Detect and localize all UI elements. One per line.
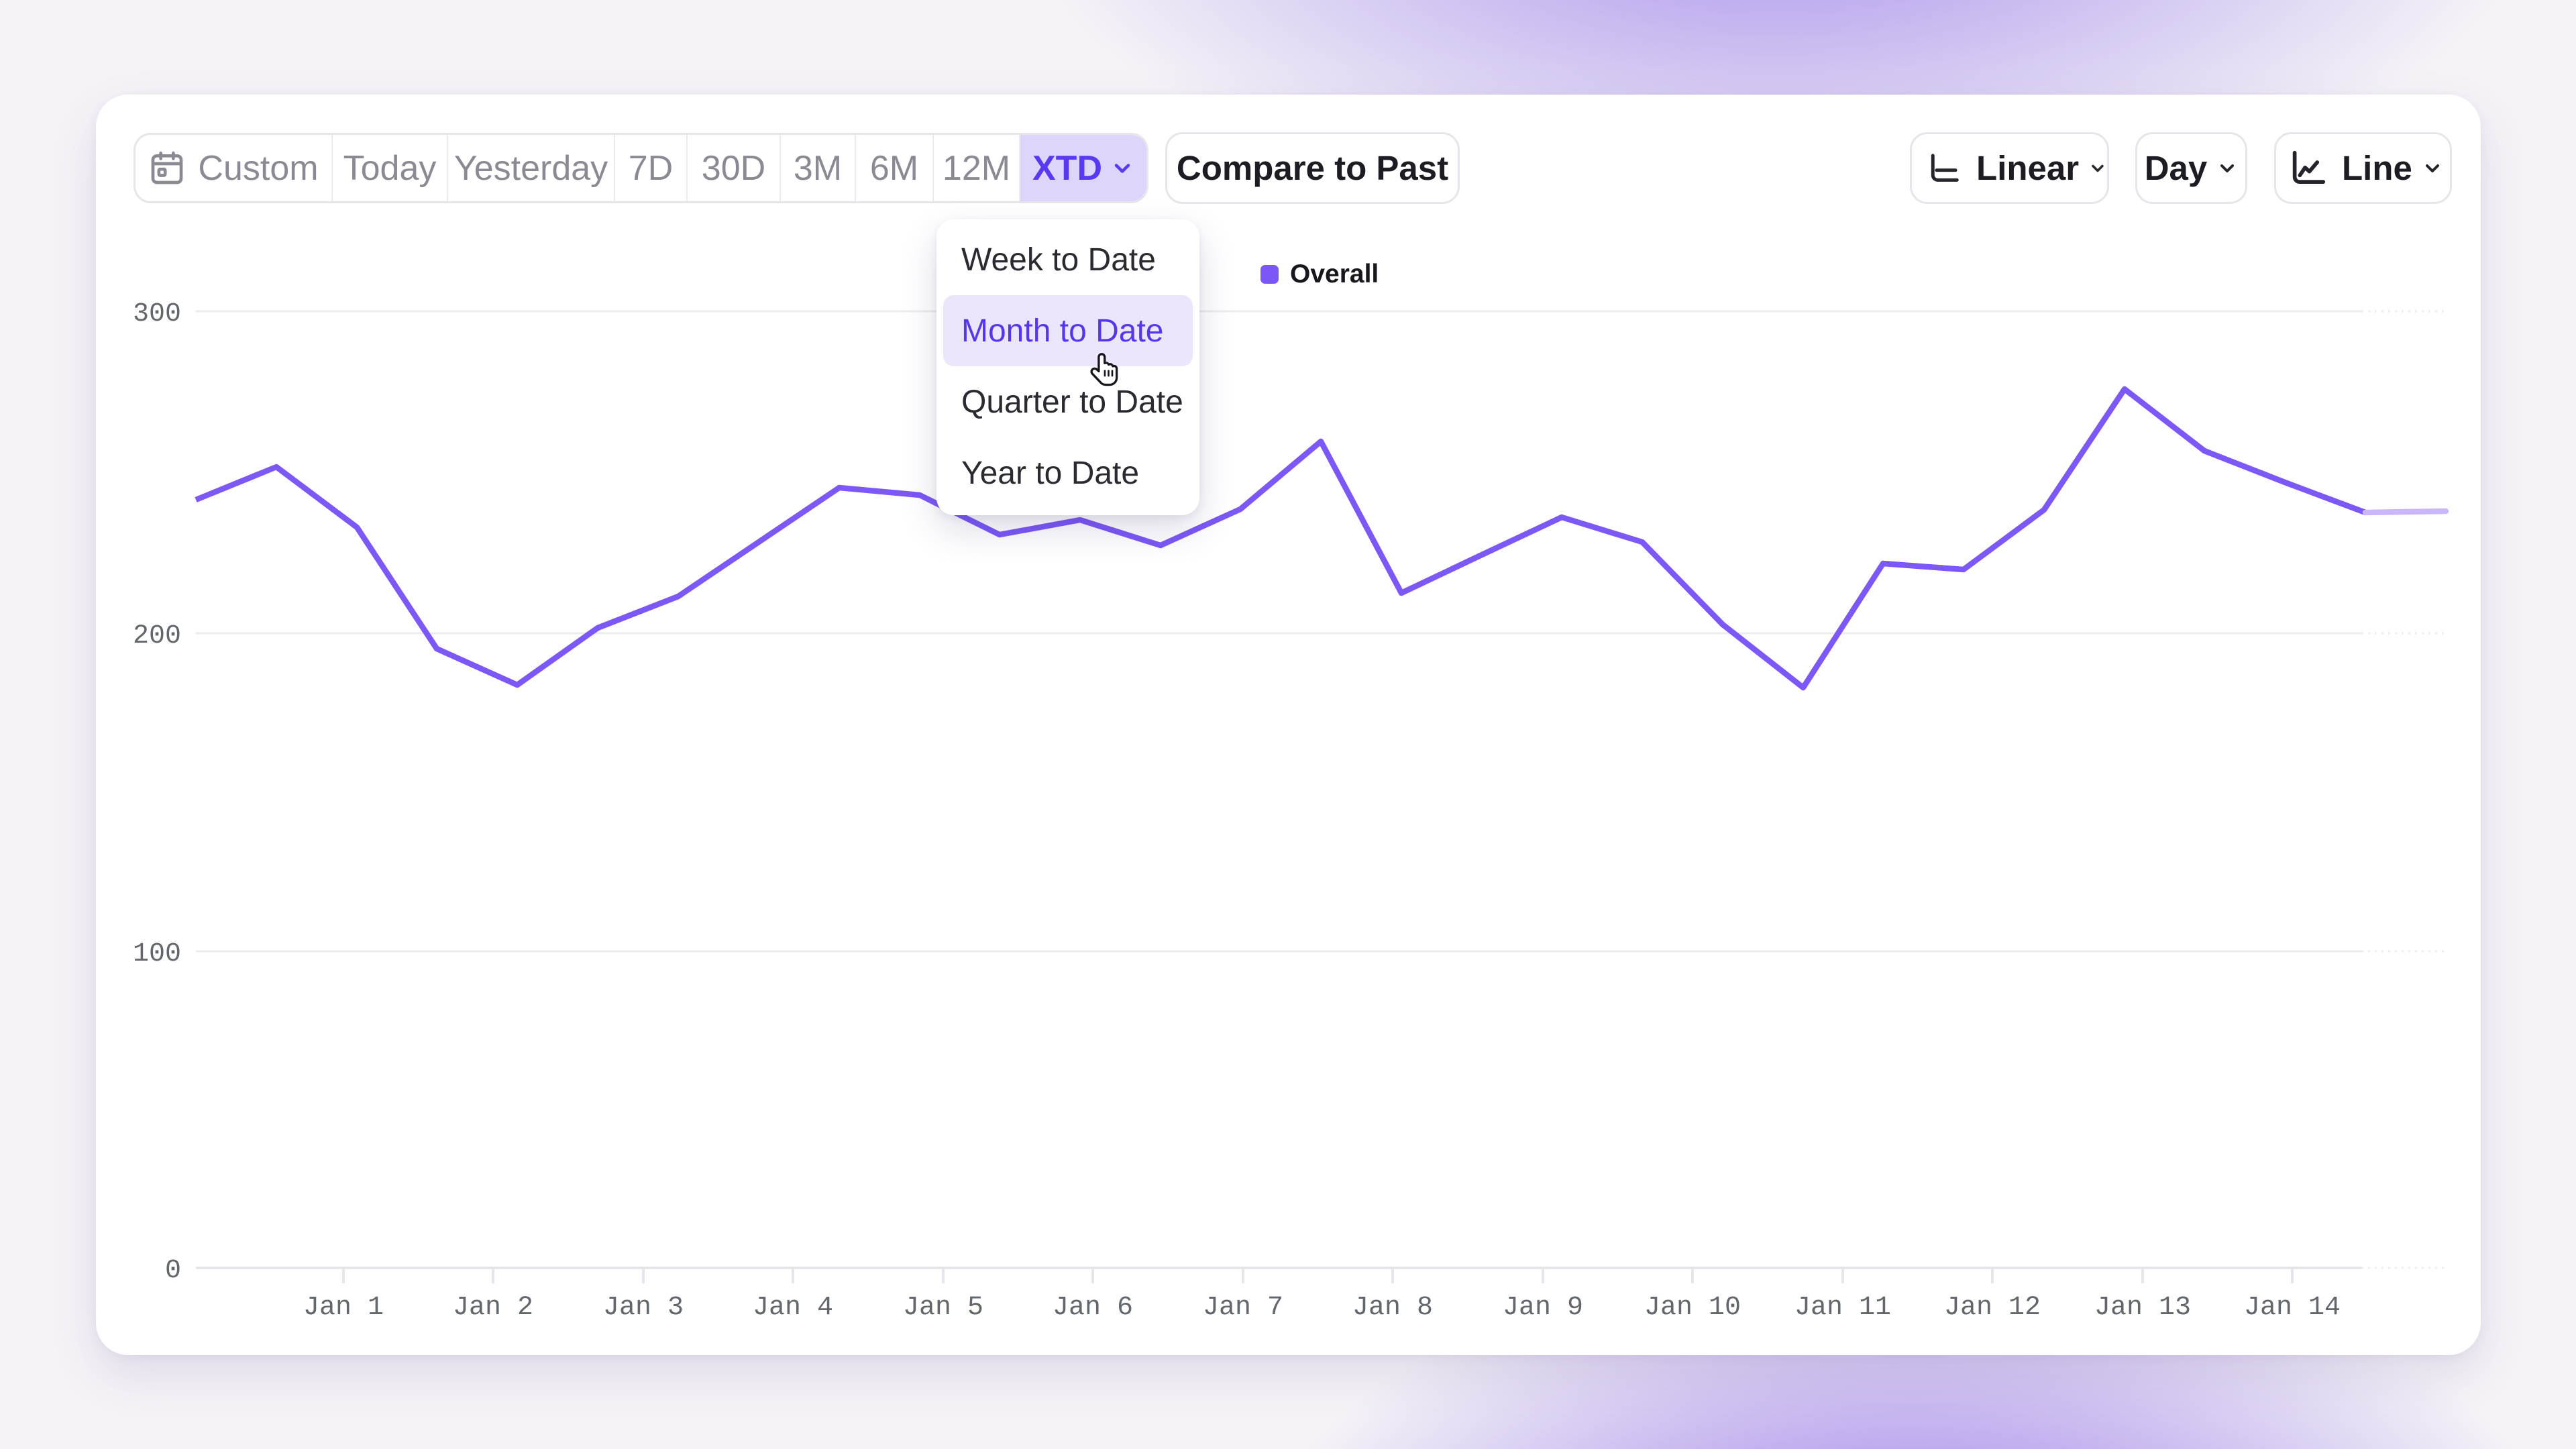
svg-text:Jan 10: Jan 10 [1644, 1293, 1741, 1323]
svg-text:Jan 12: Jan 12 [1944, 1293, 2041, 1323]
svg-text:Jan 14: Jan 14 [2244, 1293, 2341, 1323]
svg-text:Jan 4: Jan 4 [753, 1293, 833, 1323]
svg-text:Jan 1: Jan 1 [303, 1293, 384, 1323]
svg-text:Jan 11: Jan 11 [1794, 1293, 1891, 1323]
svg-text:Jan 3: Jan 3 [603, 1293, 684, 1323]
svg-text:0: 0 [165, 1256, 181, 1286]
svg-text:100: 100 [133, 939, 181, 969]
svg-text:Jan 6: Jan 6 [1053, 1293, 1133, 1323]
svg-text:Jan 2: Jan 2 [453, 1293, 533, 1323]
svg-text:Jan 8: Jan 8 [1352, 1293, 1433, 1323]
svg-text:Jan 7: Jan 7 [1203, 1293, 1283, 1323]
svg-text:Jan 13: Jan 13 [2094, 1293, 2191, 1323]
svg-text:Jan 9: Jan 9 [1503, 1293, 1583, 1323]
svg-text:300: 300 [133, 299, 181, 329]
svg-text:200: 200 [133, 621, 181, 651]
svg-text:Jan 5: Jan 5 [903, 1293, 983, 1323]
